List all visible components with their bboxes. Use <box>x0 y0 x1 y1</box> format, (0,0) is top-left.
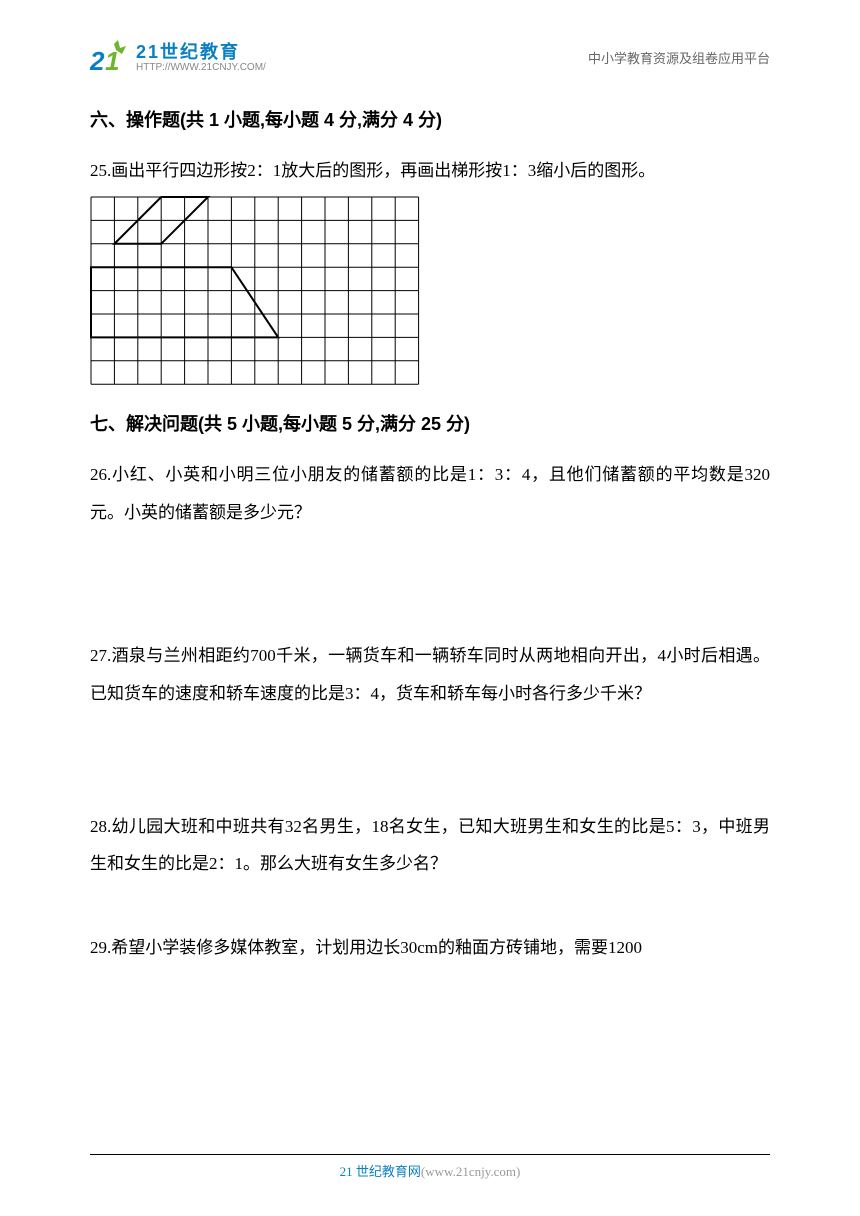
answer-space-26 <box>90 537 770 637</box>
grid-svg <box>90 196 420 385</box>
question-27: 27.酒泉与兰州相距约700千米，一辆货车和一辆轿车同时从两地相向开出，4小时后… <box>90 637 770 712</box>
logo-cn-text: 21世纪教育 <box>136 43 266 61</box>
question-29: 29.希望小学装修多媒体教室，计划用边长30cm的釉面方砖铺地，需要1200 <box>90 929 770 966</box>
section-6-title: 六、操作题(共 1 小题,每小题 4 分,满分 4 分) <box>90 104 770 136</box>
answer-space-28 <box>90 889 770 929</box>
answer-space-27 <box>90 718 770 808</box>
svg-text:2: 2 <box>90 46 105 76</box>
question-26: 26.小红、小英和小明三位小朋友的储蓄额的比是1：3：4，且他们储蓄额的平均数是… <box>90 456 770 531</box>
logo-block: 2 1 21世纪教育 HTTP://WWW.21CNJY.COM/ <box>90 40 266 76</box>
logo-url-text: HTTP://WWW.21CNJY.COM/ <box>136 63 266 73</box>
grid-figure <box>90 196 770 390</box>
question-28: 28.幼儿园大班和中班共有32名男生，18名女生，已知大班男生和女生的比是5：3… <box>90 808 770 883</box>
header-right-text: 中小学教育资源及组卷应用平台 <box>588 48 770 67</box>
footer-url: (www.21cnjy.com) <box>421 1164 520 1179</box>
logo-text-block: 21世纪教育 HTTP://WWW.21CNJY.COM/ <box>136 43 266 73</box>
page-footer: 21 世纪教育网(www.21cnjy.com) <box>90 1154 770 1180</box>
logo-icon: 2 1 <box>90 40 130 76</box>
page-header: 2 1 21世纪教育 HTTP://WWW.21CNJY.COM/ 中小学教育资… <box>90 40 770 76</box>
footer-brand: 21 世纪教育网 <box>340 1164 421 1179</box>
section-7-title: 七、解决问题(共 5 小题,每小题 5 分,满分 25 分) <box>90 408 770 440</box>
question-25: 25.画出平行四边形按2：1放大后的图形，再画出梯形按1：3缩小后的图形。 <box>90 152 770 189</box>
footer-divider <box>90 1154 770 1155</box>
footer-text: 21 世纪教育网(www.21cnjy.com) <box>90 1161 770 1180</box>
